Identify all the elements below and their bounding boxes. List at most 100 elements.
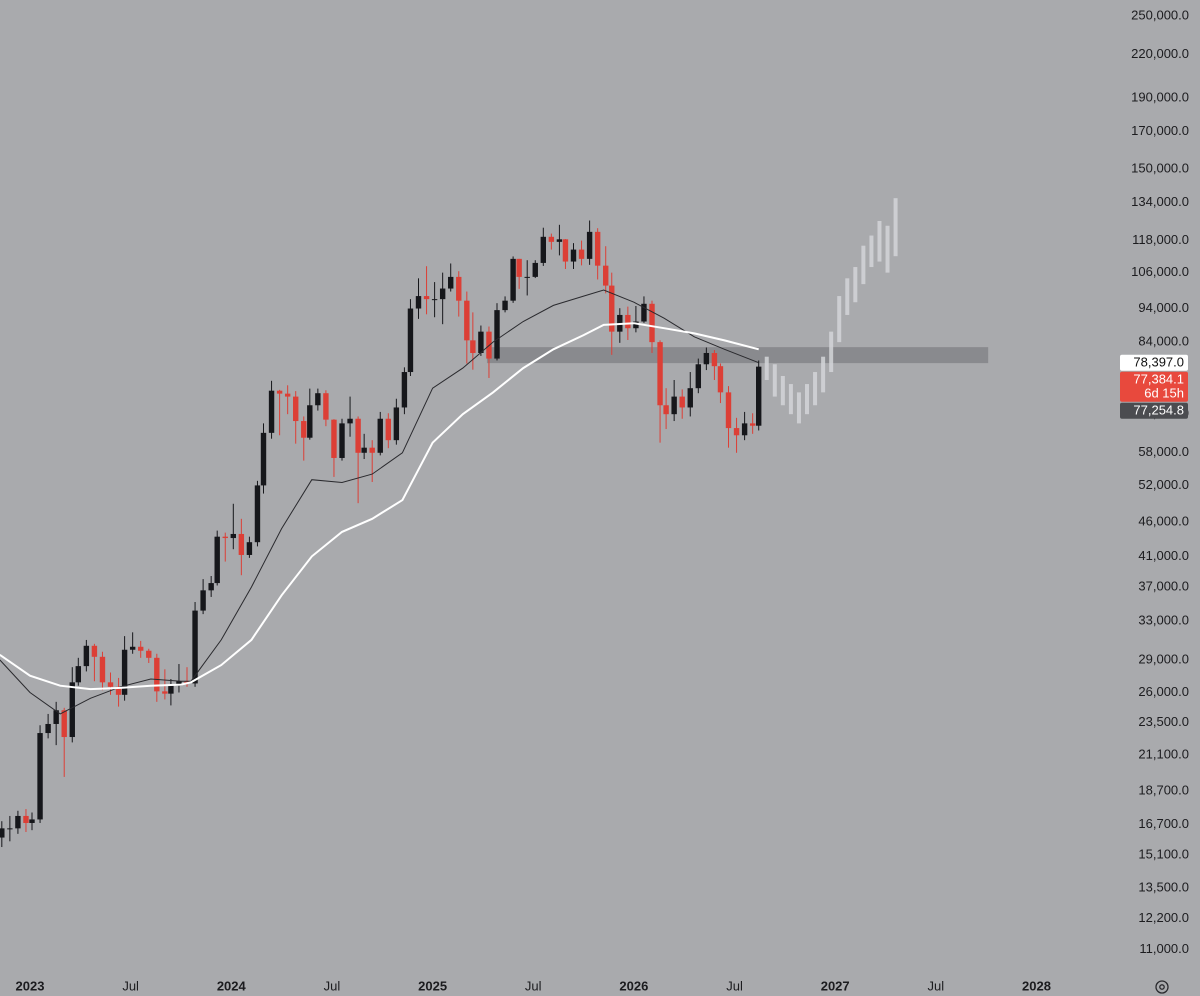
candle-body [717, 366, 724, 393]
candle-body [570, 249, 577, 262]
candle-body [121, 649, 128, 695]
settings-gear[interactable] [1155, 980, 1169, 994]
x-tick-label: 2028 [1022, 978, 1051, 993]
candle-body [168, 685, 174, 694]
candle-body [439, 288, 446, 300]
candle-body [238, 533, 245, 555]
candle-body [540, 236, 547, 263]
x-tick-label: 2023 [16, 978, 45, 993]
y-tick-label: 41,000.0 [1138, 548, 1189, 563]
projection-bar [845, 278, 850, 315]
x-tick-label: 2024 [217, 978, 247, 993]
candle-body [385, 418, 392, 441]
candle-body [323, 393, 329, 420]
candle-body [464, 300, 470, 341]
candle-body [276, 390, 283, 394]
candle-body [91, 645, 98, 657]
candle-body [331, 419, 337, 458]
candle-body [733, 428, 740, 436]
candle-body [115, 686, 122, 695]
y-tick-label: 46,000.0 [1138, 513, 1189, 528]
candle-body [146, 650, 152, 658]
candle-body [532, 262, 538, 277]
y-tick-label: 23,500.0 [1138, 714, 1189, 729]
projection-bar [885, 225, 890, 273]
candle-body [339, 423, 345, 458]
candle-body [246, 542, 253, 555]
projection-bar [772, 364, 777, 397]
candle-body [69, 682, 75, 738]
y-tick-label: 15,100.0 [1138, 846, 1189, 861]
candle-body [200, 590, 206, 611]
y-tick-label: 84,000.0 [1138, 334, 1189, 349]
y-tick-label: 11,000.0 [1139, 941, 1189, 956]
candle-body [431, 299, 438, 301]
candle-body [478, 331, 484, 353]
candle-body [176, 681, 182, 686]
candle-body [154, 657, 160, 692]
candle-body [494, 310, 500, 359]
price-label-box [1120, 354, 1188, 371]
candle-body [222, 536, 228, 539]
y-tick-label: 52,000.0 [1138, 477, 1189, 492]
candle-body [214, 536, 220, 584]
y-tick-label: 190,000.0 [1131, 90, 1189, 105]
candle-body [687, 388, 693, 408]
candle-body [61, 710, 67, 738]
candle-body [524, 276, 530, 278]
projection-bar [829, 331, 834, 373]
candle-body [307, 405, 313, 438]
candle-body [29, 819, 35, 823]
y-tick-label: 58,000.0 [1138, 444, 1189, 459]
candle-body [369, 447, 375, 453]
candle-body [578, 249, 585, 259]
candle-body [301, 421, 307, 438]
candle-body [603, 265, 609, 286]
candle-body [0, 828, 5, 838]
candle-body [633, 321, 639, 329]
candle-body [393, 407, 400, 441]
candle-body [347, 418, 353, 424]
x-tick-label: Jul [122, 978, 139, 993]
price-label: 77,384.1 [1133, 372, 1184, 387]
average-line [0, 289, 759, 715]
y-tick-label: 150,000.0 [1131, 160, 1189, 175]
y-tick-label: 13,500.0 [1138, 880, 1189, 895]
candle-body [641, 303, 647, 322]
candle-body [456, 276, 462, 301]
settings-icon[interactable] [1155, 980, 1169, 994]
y-tick-label: 16,700.0 [1138, 816, 1189, 831]
y-tick-label: 134,000.0 [1131, 194, 1189, 209]
candle-body [625, 314, 631, 329]
projection-bar [764, 356, 769, 380]
candle-body [516, 258, 522, 277]
candle-body [192, 610, 198, 684]
projection-bar [869, 235, 874, 268]
candle-body [423, 296, 430, 300]
average-line [0, 322, 759, 691]
candle-body [268, 390, 275, 433]
x-tick-label: 2026 [619, 978, 648, 993]
y-tick-label: 33,000.0 [1138, 613, 1189, 628]
candle-body [470, 340, 476, 353]
candle-body [23, 815, 29, 823]
candle-body [749, 423, 756, 426]
candle-body [355, 418, 361, 453]
y-tick-label: 29,000.0 [1138, 651, 1189, 666]
candle-body [401, 372, 408, 408]
x-tick-label: 2025 [418, 978, 447, 993]
candle-body [548, 236, 555, 242]
settings-gear-center[interactable] [1159, 984, 1165, 990]
x-tick-label: Jul [726, 978, 743, 993]
y-tick-label: 26,000.0 [1138, 684, 1189, 699]
projection-bar [821, 356, 826, 393]
projection-bar [813, 372, 818, 406]
projection-bar [788, 384, 793, 415]
candle-body [138, 646, 144, 651]
y-tick-label: 118,000.0 [1132, 232, 1189, 247]
y-tick-label: 106,000.0 [1131, 264, 1189, 279]
candle-body [609, 285, 615, 332]
candle-body [284, 393, 291, 397]
candle-body [695, 364, 702, 389]
y-tick-label: 250,000.0 [1131, 8, 1189, 23]
